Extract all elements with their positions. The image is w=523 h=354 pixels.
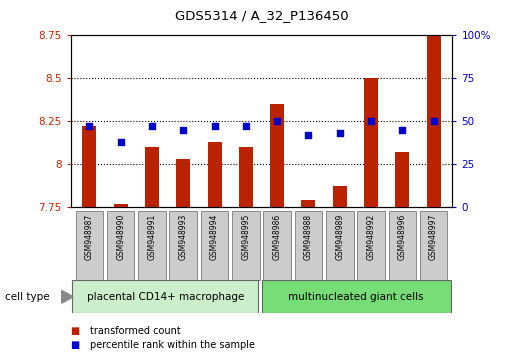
Text: GSM948987: GSM948987: [85, 213, 94, 259]
Text: GDS5314 / A_32_P136450: GDS5314 / A_32_P136450: [175, 9, 348, 22]
Bar: [333, 187, 347, 207]
Point: [148, 124, 156, 129]
Point: [429, 119, 438, 124]
Point: [242, 124, 250, 129]
Text: GSM948990: GSM948990: [116, 213, 125, 260]
FancyBboxPatch shape: [107, 211, 134, 280]
Bar: [239, 147, 253, 207]
Text: GSM948995: GSM948995: [241, 213, 251, 260]
Polygon shape: [62, 290, 73, 303]
Point: [85, 124, 94, 129]
FancyBboxPatch shape: [138, 211, 166, 280]
Text: percentile rank within the sample: percentile rank within the sample: [90, 340, 255, 350]
FancyBboxPatch shape: [294, 211, 322, 280]
FancyBboxPatch shape: [232, 211, 259, 280]
FancyBboxPatch shape: [326, 211, 354, 280]
Text: cell type: cell type: [5, 292, 50, 302]
Bar: [82, 126, 96, 207]
Bar: [176, 159, 190, 207]
FancyBboxPatch shape: [72, 280, 258, 313]
Text: transformed count: transformed count: [90, 326, 181, 336]
Text: GSM948992: GSM948992: [367, 213, 376, 259]
Text: GSM948991: GSM948991: [147, 213, 156, 259]
Text: multinucleated giant cells: multinucleated giant cells: [288, 292, 423, 302]
Point: [336, 130, 344, 136]
Bar: [395, 152, 410, 207]
FancyBboxPatch shape: [262, 280, 451, 313]
Bar: [113, 204, 128, 207]
Text: GSM948986: GSM948986: [272, 213, 282, 259]
Text: ■: ■: [71, 326, 80, 336]
FancyBboxPatch shape: [389, 211, 416, 280]
Text: GSM948989: GSM948989: [335, 213, 344, 259]
Bar: [270, 104, 284, 207]
Bar: [208, 142, 222, 207]
Point: [304, 132, 313, 138]
Point: [367, 119, 375, 124]
Text: GSM948997: GSM948997: [429, 213, 438, 260]
FancyBboxPatch shape: [76, 211, 103, 280]
Point: [179, 127, 187, 133]
Text: placental CD14+ macrophage: placental CD14+ macrophage: [87, 292, 245, 302]
Bar: [301, 200, 315, 207]
FancyBboxPatch shape: [264, 211, 291, 280]
Text: GSM948993: GSM948993: [179, 213, 188, 260]
FancyBboxPatch shape: [169, 211, 197, 280]
FancyBboxPatch shape: [201, 211, 229, 280]
Point: [210, 124, 219, 129]
Text: ■: ■: [71, 340, 80, 350]
Bar: [427, 13, 441, 207]
Text: GSM948994: GSM948994: [210, 213, 219, 260]
Bar: [145, 147, 159, 207]
Point: [398, 127, 406, 133]
Point: [117, 139, 125, 145]
Text: GSM948996: GSM948996: [398, 213, 407, 260]
FancyBboxPatch shape: [420, 211, 447, 280]
Bar: [364, 78, 378, 207]
Text: GSM948988: GSM948988: [304, 213, 313, 259]
Point: [273, 119, 281, 124]
FancyBboxPatch shape: [357, 211, 385, 280]
